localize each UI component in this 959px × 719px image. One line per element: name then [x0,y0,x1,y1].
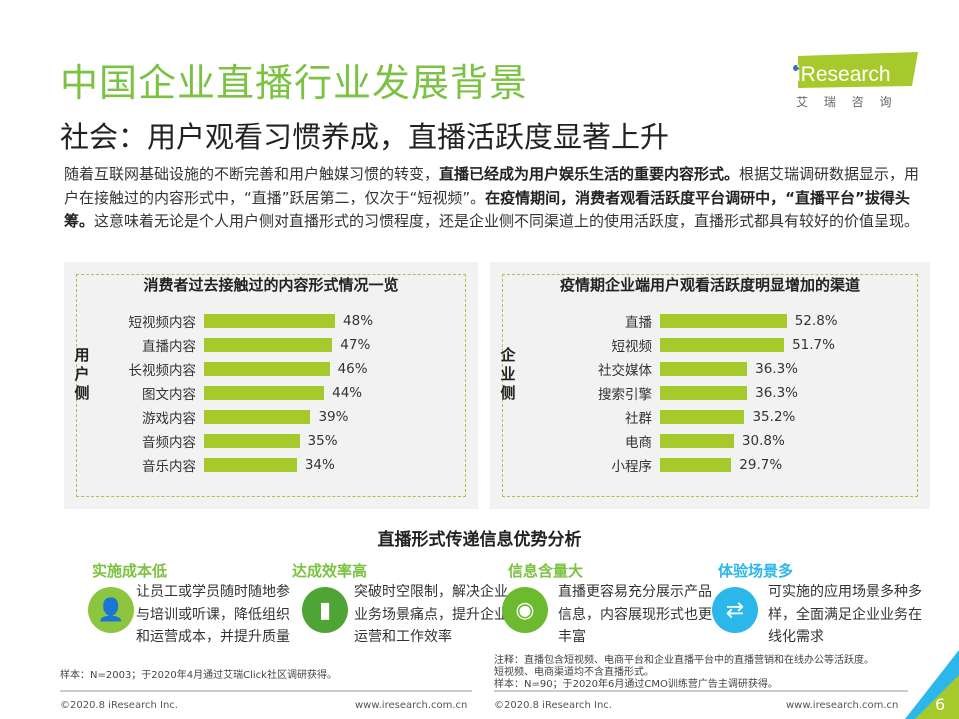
category-label: 音乐内容 [142,459,196,475]
intro-paragraph: 随着互联网基础设施的不断完善和用户触媒习惯的转变，直播已经成为用户娱乐生活的重要… [64,165,920,230]
section-title: 直播形式传递信息优势分析 [377,530,582,550]
side-label: 企业侧 [500,346,516,402]
bar-row: 直播内容 47% [64,333,370,357]
category-label: 搜索引擎 [598,387,652,403]
category-label: 小程序 [611,459,653,475]
divider [494,690,908,692]
bar [204,338,333,352]
value-label: 48% [343,313,374,329]
bar-chart-icon: ▮ [302,587,348,633]
note-right: 注释：直播包含短视频、电商平台和企业直播平台中的直播营销和在线办公等活跃度。 短视… [494,655,874,690]
category-label: 社交媒体 [598,363,652,379]
category-label: 短视频内容 [128,315,197,331]
bar [204,362,330,376]
bar [660,362,748,376]
website-link[interactable]: www.iresearch.com.cn [786,700,899,711]
bar-row: 小程序 29.7% [490,453,783,477]
advantage-item: 实施成本低 👤 让员工或学员随时随地参与培训或听课，降低组织和运营成本，并提升质量 [88,560,290,645]
user-icon: 👤 [88,587,134,633]
category-label: 图文内容 [142,387,196,403]
value-label: 36.3% [755,385,798,401]
side-label: 用户侧 [74,346,90,402]
value-label: 34% [304,457,335,473]
category-label: 短视频 [611,339,653,355]
bar [660,434,734,448]
chart-panel-enterprise: 疫情期企业端用户观看活跃度明显增加的渠道 企业侧 直播 52.8% 短视频 51.7%… [490,262,930,509]
eye-icon: ◉ [502,587,548,633]
bar-row: 长视频内容 46% [64,357,368,381]
value-label: 30.8% [741,433,785,449]
category-label: 直播内容 [142,339,196,355]
chart-title: 消费者过去接触过的内容形式情况一览 [143,276,399,294]
website-link[interactable]: www.iresearch.com.cn [355,700,468,711]
bar-row: 短视频内容 48% [64,309,374,333]
copyright: ©2020.8 iResearch Inc. [60,700,178,711]
category-label: 电商 [625,435,652,451]
value-label: 46% [337,361,368,377]
value-label: 47% [340,337,371,353]
bar-row: 短视频 51.7% [490,333,835,357]
value-label: 35% [307,433,338,449]
bar-row: 社群 35.2% [490,405,795,429]
value-label: 39% [318,409,349,425]
copyright: ©2020.8 iResearch Inc. [494,700,612,711]
divider [60,690,472,692]
advantage-item: 达成效率高 ▮ 突破时空限制，解决企业业务场景痛点，提升企业运营和工作效率 [292,560,508,645]
bar [660,458,732,472]
value-label: 52.8% [794,313,838,329]
advantage-item: 体验场景多 ⇄ 可实施的应用场景多种多样，全面满足企业业务在线化需求 [712,560,922,645]
advantage-desc: 让员工或学员随时随地参与培训或听课，降低组织和运营成本，并提升质量 [136,584,290,645]
bar-row: 音频内容 35% [64,429,338,453]
bar [204,458,297,472]
svg-text:艾 瑞 咨 询: 艾 瑞 咨 询 [796,94,897,109]
page-corner-decoration: 6 [905,650,959,719]
advantage-title: 体验场景多 [718,562,794,580]
bar [204,410,311,424]
bar-row: 电商 30.8% [490,429,785,453]
bar [204,314,336,328]
value-label: 44% [332,385,363,401]
bar [660,410,745,424]
value-label: 36.3% [755,361,798,377]
page-title: 中国企业直播行业发展背景 [60,61,529,105]
advantage-item: 信息含量大 ◉ 直播更容易充分展示产品信息，内容展现形式也更丰富 [502,560,712,645]
sample-note-left: 样本：N=2003；于2020年4月通过艾瑞Click社区调研获得。 [60,670,337,681]
bar-row: 直播 52.8% [490,309,838,333]
advantage-title: 信息含量大 [508,562,584,580]
category-label: 音频内容 [142,435,196,451]
advantage-desc: 可实施的应用场景多种多样，全面满足企业业务在线化需求 [768,584,922,645]
category-label: 游戏内容 [142,411,196,427]
advantage-title: 达成效率高 [292,562,368,580]
advantage-desc: 直播更容易充分展示产品信息，内容展现形式也更丰富 [558,584,712,645]
chart-title: 疫情期企业端用户观看活跃度明显增加的渠道 [559,276,860,294]
page-number: 6 [935,695,945,714]
bar-row: 搜索引擎 36.3% [490,381,798,405]
bar-row: 游戏内容 39% [64,405,348,429]
logo-graphic: iResearch 艾 瑞 咨 询 [793,52,918,109]
chart-panel-user: 消费者过去接触过的内容形式情况一览 用户侧 短视频内容 48% 直播内容 47% 长视频… [64,262,478,509]
bar-row: 社交媒体 36.3% [490,357,798,381]
advantage-title: 实施成本低 [92,562,168,580]
category-label: 长视频内容 [128,363,197,379]
bar [660,314,787,328]
category-label: 社群 [625,411,652,427]
bar-row: 音乐内容 34% [64,453,335,477]
value-label: 51.7% [792,337,835,353]
bar [660,386,748,400]
iresearch-logo: iResearch 艾 瑞 咨 询 [790,48,920,110]
svg-text:iResearch: iResearch [796,63,891,86]
value-label: 29.7% [739,457,783,473]
value-label: 35.2% [752,409,796,425]
advantage-desc: 突破时空限制，解决企业业务场景痛点，提升企业运营和工作效率 [354,584,508,645]
exchange-users-icon: ⇄ [712,587,758,633]
bar [204,386,325,400]
bar [660,338,785,352]
bar [204,434,300,448]
bar-row: 图文内容 44% [64,381,362,405]
page-subtitle: 社会：用户观看习惯养成，直播活跃度显著上升 [60,120,670,154]
category-label: 直播 [625,315,652,331]
